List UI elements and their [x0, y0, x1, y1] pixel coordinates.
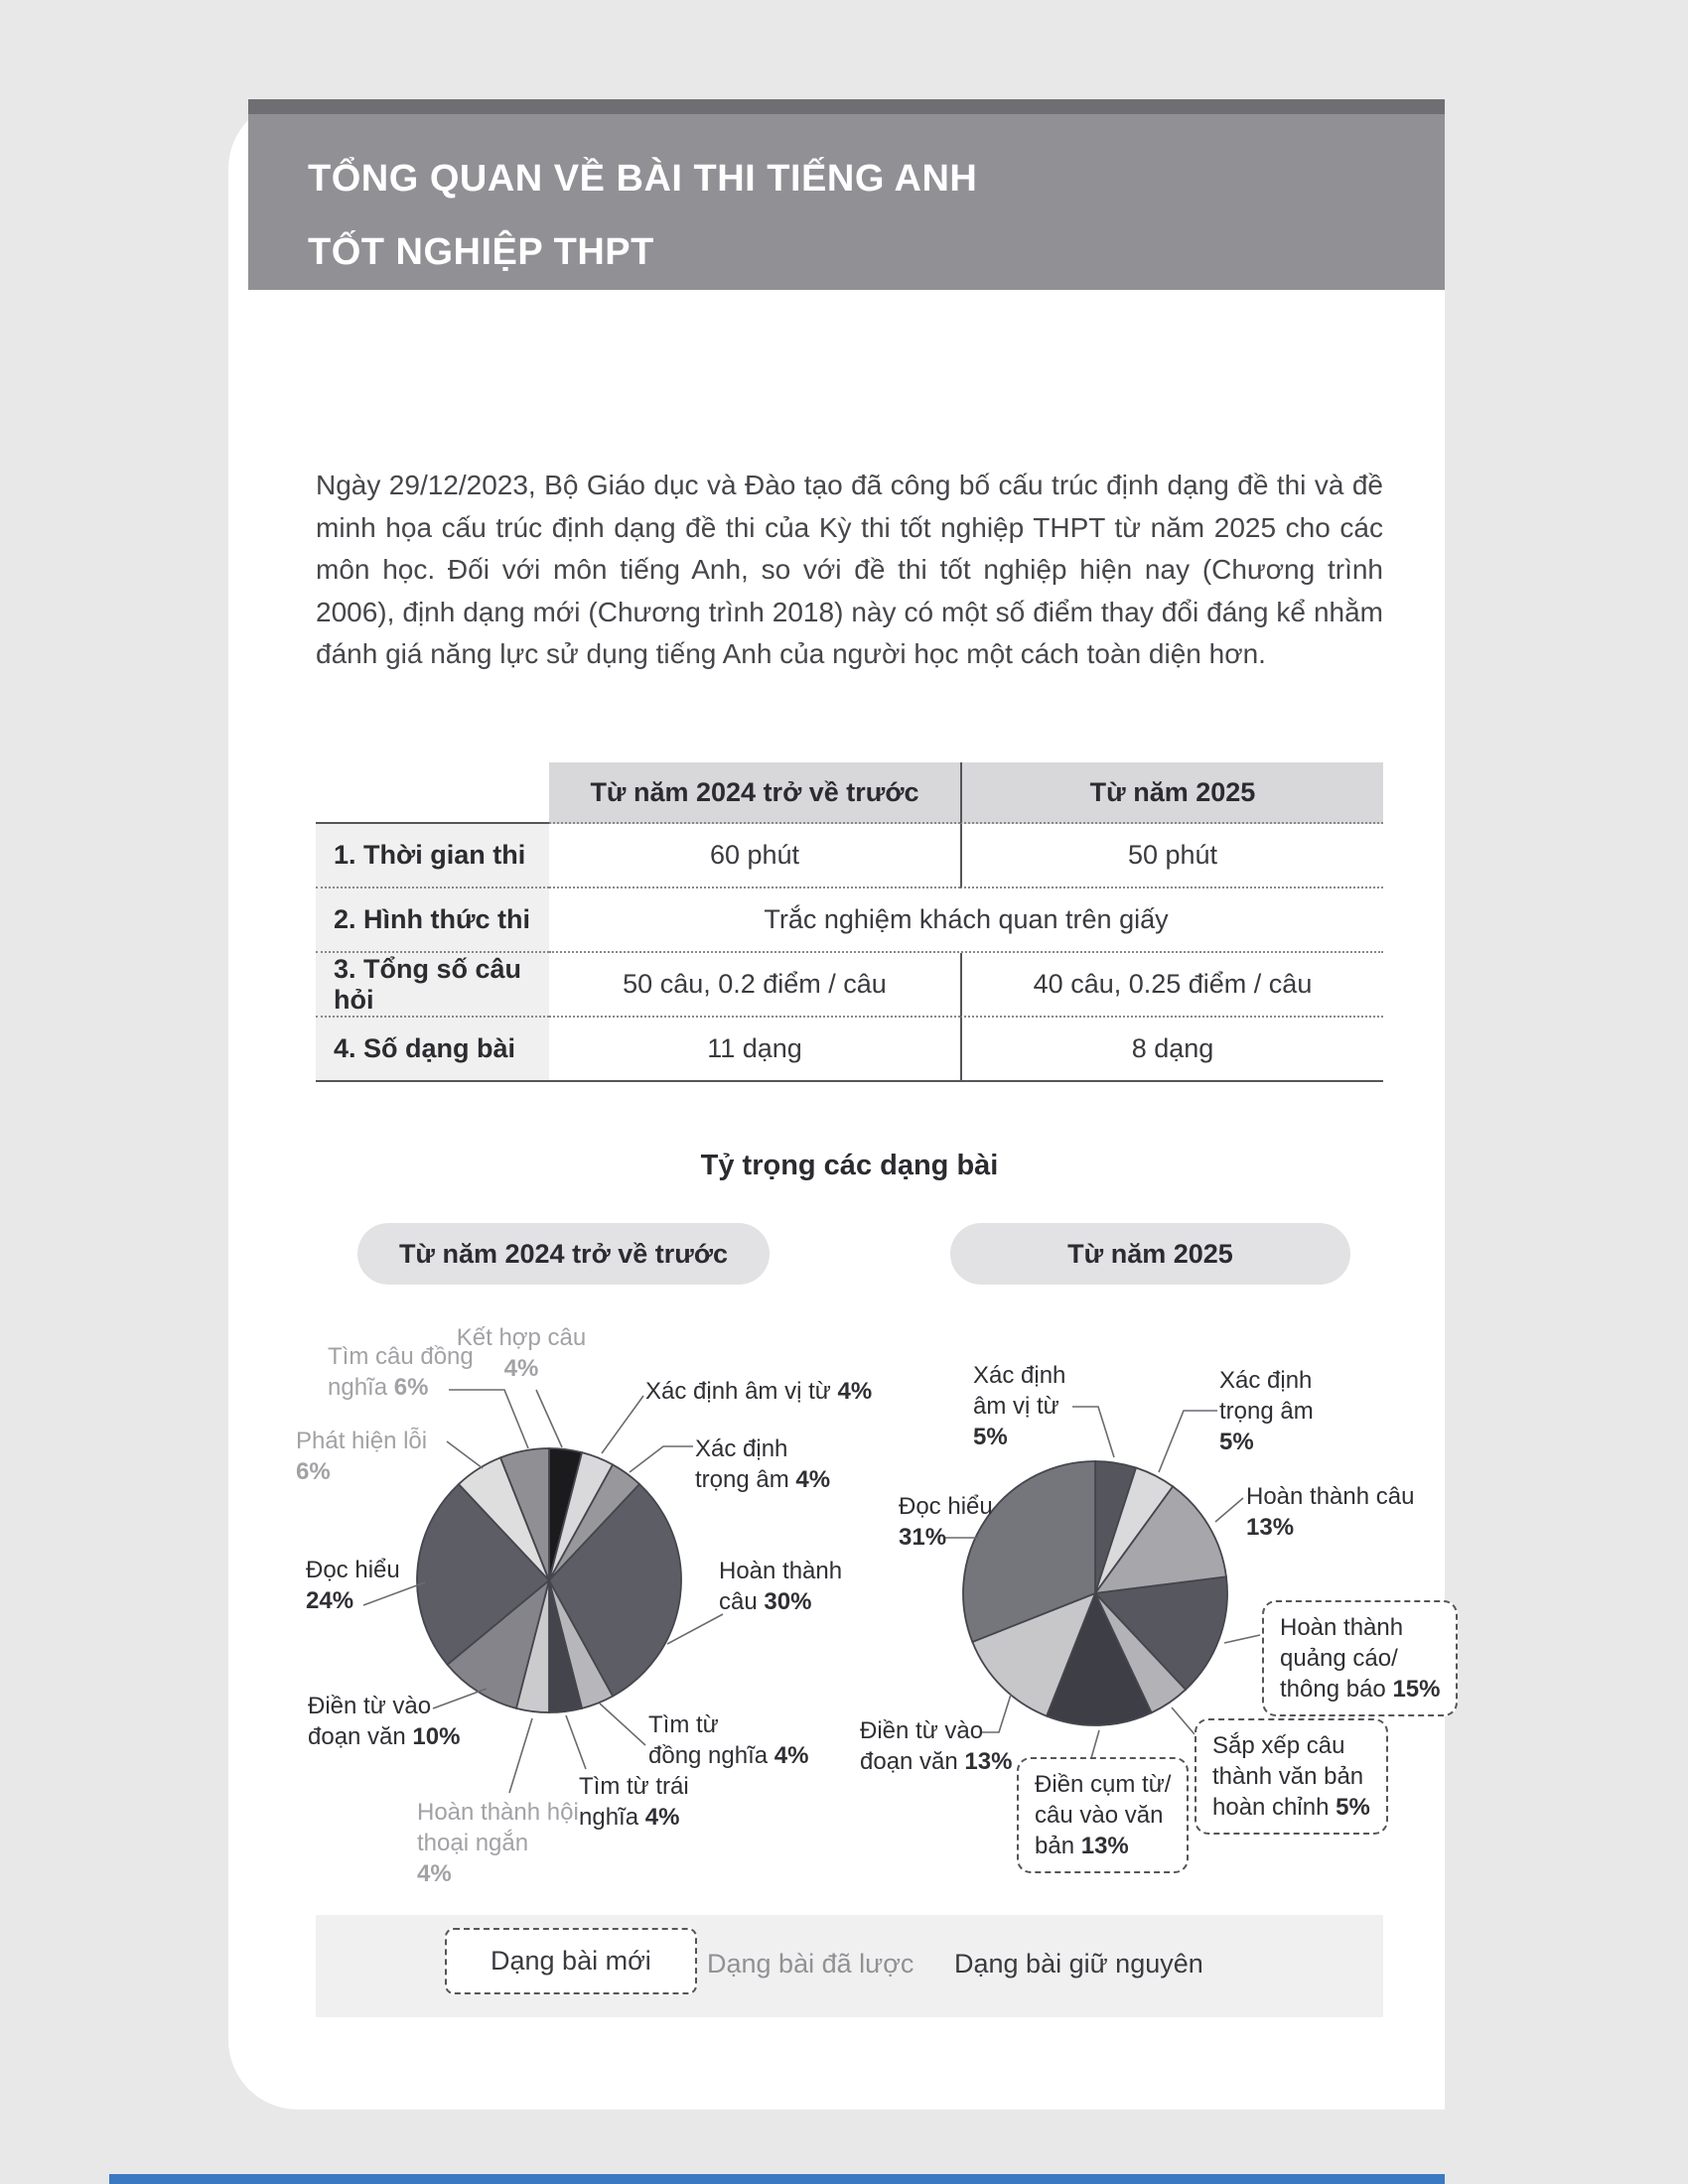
pie-label-tim-tu-dong-nghia: Tìm từ đồng nghĩa 4% — [648, 1711, 809, 1769]
chart-legend: Dạng bài mới Dạng bài đã lược Dạng bài g… — [316, 1915, 1383, 2017]
table-cell-after: 8 dạng — [960, 1018, 1383, 1082]
table-cell-before: 11 dạng — [549, 1018, 960, 1082]
bottom-accent-bar — [109, 2174, 1445, 2184]
table-header-empty-cell — [316, 762, 549, 824]
pie-label-hoan-thanh-quang-cao: Hoàn thành quảng cáo/thông báo 15% — [1262, 1600, 1459, 1716]
pie-label-hoan-thanh-cau: Hoàn thành câu 30% — [719, 1558, 843, 1615]
table-row-label: 3. Tổng số câu hỏi — [316, 953, 549, 1018]
table-header-after: Từ năm 2025 — [960, 762, 1383, 824]
pie-chart-from-2025 — [946, 1444, 1244, 1742]
pie-label-tim-tu-trai-nghia: Tìm từ trái nghĩa 4% — [579, 1773, 689, 1831]
pie-label-xac-dinh-trong-am-2025: Xác định trọng âm 5% — [1219, 1367, 1314, 1455]
pie-label-dien-tu-vao-doan-van: Điền từ vào đoạn văn 10% — [308, 1693, 461, 1750]
pie-chart-before-2025 — [400, 1432, 698, 1729]
page-title-line1: TỔNG QUAN VỀ BÀI THI TIẾNG ANH — [308, 158, 978, 200]
pie-label-phat-hien-loi: Phát hiện lỗi 6% — [296, 1428, 428, 1485]
legend-kept-type: Dạng bài giữ nguyên — [954, 1949, 1203, 1979]
pie-label-doc-hieu-2025: Đọc hiểu 31% — [899, 1493, 993, 1551]
pie-label-hoan-thanh-hoi-thoai: Hoàn thành hội thoại ngắn 4% — [417, 1799, 579, 1887]
pie-label-ket-hop-cau: Kết hợp câu 4% — [456, 1324, 587, 1382]
pill-label-2024: Từ năm 2024 trở về trước — [357, 1223, 770, 1285]
chart-section-title: Tỷ trọng các dạng bài — [700, 1150, 999, 1181]
page-header: TỔNG QUAN VỀ BÀI THI TIẾNG ANH TỐT NGHIỆ… — [248, 99, 1445, 290]
table-row-label: 1. Thời gian thi — [316, 824, 549, 888]
page-title: TỔNG QUAN VỀ BÀI THI TIẾNG ANH TỐT NGHIỆ… — [308, 142, 977, 289]
pie-label-xac-dinh-trong-am: Xác định trọng âm 4% — [695, 1435, 831, 1493]
legend-removed-type: Dạng bài đã lược — [707, 1949, 914, 1979]
pie-slice-3 — [547, 1482, 682, 1698]
pie-label-dien-cum-tu: Điền cụm từ/câu vào văn bản 13% — [1017, 1757, 1190, 1873]
pie-slice-8 — [416, 1482, 551, 1667]
pie-label-dien-tu-vao-doan-van-2025: Điền từ vào đoạn văn 13% — [860, 1717, 1013, 1775]
table-cell-before: 60 phút — [549, 824, 960, 888]
table-cell-after: 50 phút — [960, 824, 1383, 888]
intro-paragraph: Ngày 29/12/2023, Bộ Giáo dục và Đào tạo … — [316, 470, 1383, 669]
pill-label-2025: Từ năm 2025 — [950, 1223, 1350, 1285]
pie-slice-6 — [971, 1591, 1097, 1717]
table-cell-after: 40 câu, 0.25 điểm / câu — [960, 953, 1383, 1018]
pie-label-doc-hieu: Đọc hiểu 24% — [306, 1557, 400, 1614]
pie-slice-2 — [1093, 1485, 1227, 1595]
pie-label-xac-dinh-am-vi-tu-2025: Xác định âm vị từ 5% — [973, 1362, 1066, 1450]
pie-slice-7 — [962, 1460, 1096, 1644]
legend-new-type: Dạng bài mới — [445, 1928, 697, 1994]
pie-slice-10 — [498, 1447, 550, 1581]
table-cell-before: 50 câu, 0.2 điểm / câu — [549, 953, 960, 1018]
pie-label-xac-dinh-am-vi-tu: Xác định âm vị từ 4% — [645, 1378, 873, 1405]
pie-slice-5 — [1045, 1590, 1153, 1726]
table-row-label: 2. Hình thức thi — [316, 888, 549, 953]
pie-label-hoan-thanh-cau-2025: Hoàn thành câu 13% — [1246, 1483, 1415, 1541]
comparison-table: Từ năm 2024 trở về trước Từ năm 2025 1. … — [316, 762, 1383, 1082]
pie-label-sap-xep-cau: Sắp xếp câu thành văn bản hoàn chỉnh 5% — [1195, 1718, 1388, 1835]
pie-label-tim-cau-dong-nghia: Tìm câu đồng nghĩa 6% — [328, 1343, 474, 1401]
table-header-before: Từ năm 2024 trở về trước — [549, 762, 960, 824]
page-title-line2: TỐT NGHIỆP THPT — [308, 231, 654, 273]
table-cell-merged: Trắc nghiệm khách quan trên giấy — [549, 888, 1383, 953]
table-row-label: 4. Số dạng bài — [316, 1018, 549, 1082]
pie-slice-3 — [1093, 1575, 1228, 1692]
